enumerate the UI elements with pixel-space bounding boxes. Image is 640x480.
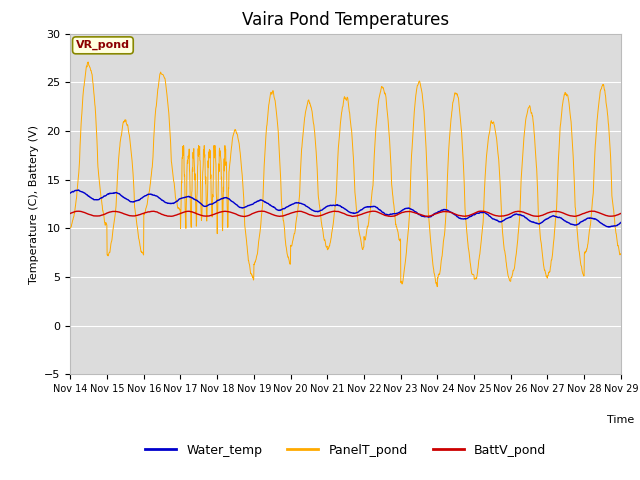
Legend: Water_temp, PanelT_pond, BattV_pond: Water_temp, PanelT_pond, BattV_pond: [140, 439, 551, 462]
X-axis label: Time: Time: [607, 415, 634, 425]
Title: Vaira Pond Temperatures: Vaira Pond Temperatures: [242, 11, 449, 29]
Text: VR_pond: VR_pond: [76, 40, 130, 50]
Y-axis label: Temperature (C), Battery (V): Temperature (C), Battery (V): [29, 124, 39, 284]
